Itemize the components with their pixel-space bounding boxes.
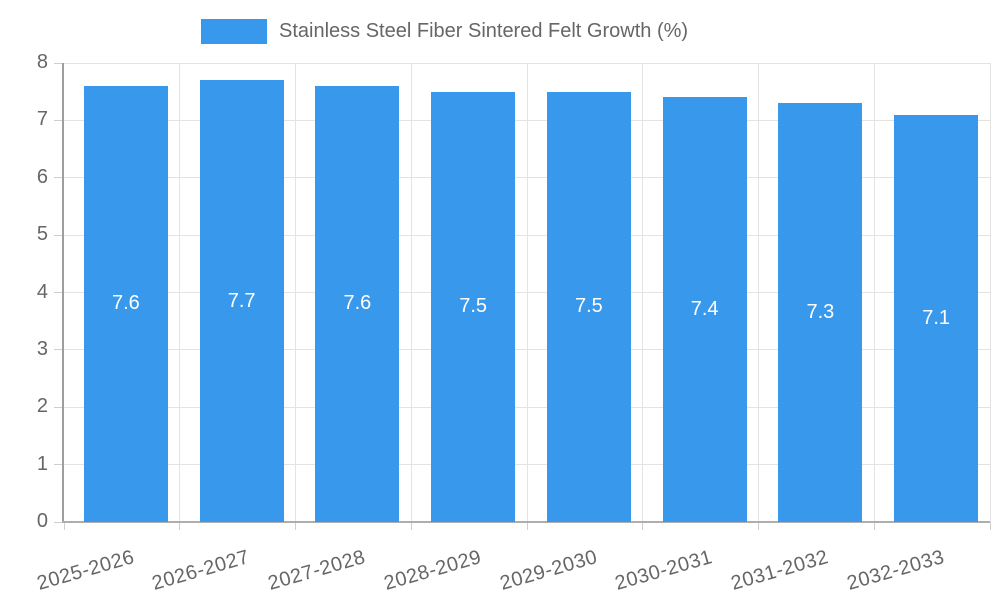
v-gridline xyxy=(410,63,412,522)
bar[interactable]: 7.5 xyxy=(431,91,516,522)
v-gridline xyxy=(295,63,296,522)
y-tick-label: 6 xyxy=(36,165,48,188)
x-category-label: 2031-2032 xyxy=(728,546,832,595)
bar-value-label: 7.5 xyxy=(574,295,603,318)
bar[interactable]: 7.7 xyxy=(199,80,284,522)
y-tick-label: 0 xyxy=(36,510,48,532)
bar[interactable]: 7.6 xyxy=(315,85,400,522)
y-tick-label: 8 xyxy=(36,51,48,73)
legend-label: Stainless Steel Fiber Sintered Felt Grow… xyxy=(279,20,689,42)
y-tick-label: 3 xyxy=(36,337,48,360)
x-tick-mark xyxy=(410,522,412,530)
bar[interactable]: 7.3 xyxy=(778,103,863,522)
bar[interactable]: 7.6 xyxy=(83,85,168,522)
bar[interactable]: 7.1 xyxy=(894,114,979,522)
plot-area: 0 1 2 3 4 5 6 7 8 7.6 7.7 7.6 7.5 7.5 7.4 7.3 7.1 2025-20… xyxy=(34,51,991,595)
x-category-label: 2032-2033 xyxy=(844,546,947,595)
x-tick-mark xyxy=(758,522,759,530)
y-tick-label: 2 xyxy=(36,395,48,418)
y-tick-mark xyxy=(54,62,62,64)
y-tick-label: 5 xyxy=(36,223,48,246)
v-gridline xyxy=(873,63,875,522)
v-gridline xyxy=(179,63,181,522)
bar-value-label: 7.5 xyxy=(459,295,488,318)
legend[interactable]: Stainless Steel Fiber Sintered Felt Grow… xyxy=(201,19,688,44)
x-tick-mark xyxy=(642,522,644,530)
y-tick-mark xyxy=(54,406,62,408)
v-gridline xyxy=(642,63,644,522)
x-category-label: 2025-2026 xyxy=(34,546,137,595)
bar-value-label: 7.7 xyxy=(227,289,256,312)
bar[interactable]: 7.5 xyxy=(546,91,631,522)
legend-swatch xyxy=(201,19,267,44)
x-category-label: 2030-2031 xyxy=(613,546,716,595)
v-gridline xyxy=(758,63,759,522)
y-axis-line xyxy=(62,63,64,522)
x-category-label: 2027-2028 xyxy=(265,546,369,595)
v-gridline xyxy=(526,63,528,522)
v-gridline xyxy=(989,63,991,522)
x-category-label: 2028-2029 xyxy=(381,546,484,595)
y-tick-mark xyxy=(54,521,62,523)
y-tick-label: 4 xyxy=(36,280,48,303)
bar-value-label: 7.4 xyxy=(690,298,719,321)
y-tick-mark xyxy=(54,119,62,121)
y-tick-mark xyxy=(54,349,62,351)
bar-value-label: 7.3 xyxy=(806,301,835,324)
x-tick-mark xyxy=(179,522,181,530)
y-tick-label: 1 xyxy=(36,452,48,475)
x-tick-mark xyxy=(989,522,991,530)
x-category-label: 2026-2027 xyxy=(150,546,253,595)
bar-value-label: 7.6 xyxy=(111,292,140,315)
y-tick-mark xyxy=(54,464,62,466)
bar-value-label: 7.1 xyxy=(922,306,951,329)
x-category-label: 2029-2030 xyxy=(497,546,600,595)
x-tick-mark xyxy=(295,522,296,530)
y-tick-mark xyxy=(54,292,62,293)
x-tick-mark xyxy=(63,522,65,530)
x-tick-mark xyxy=(873,522,875,530)
bar[interactable]: 7.4 xyxy=(662,97,747,522)
x-tick-mark xyxy=(526,522,528,530)
bar-value-label: 7.6 xyxy=(343,292,372,315)
y-tick-label: 7 xyxy=(36,108,48,131)
y-tick-mark xyxy=(54,234,62,236)
x-axis-line xyxy=(62,521,990,523)
y-tick-mark xyxy=(54,177,62,179)
